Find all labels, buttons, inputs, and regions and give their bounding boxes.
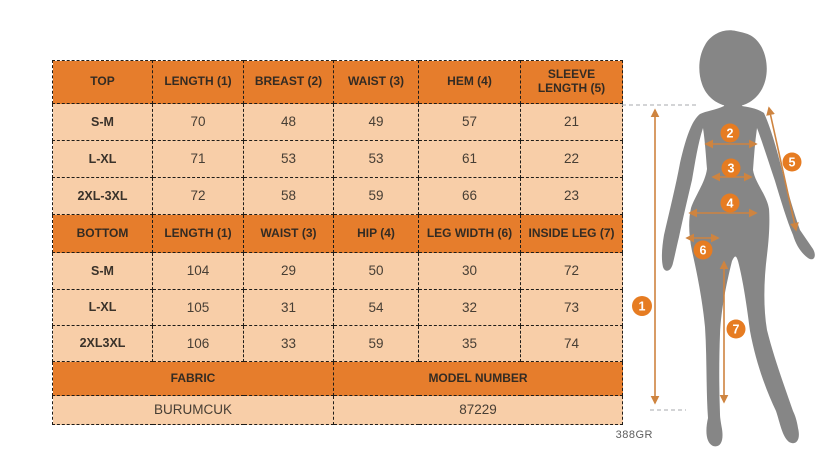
measure-marker-5: 5 [782, 152, 802, 172]
table-row: L-XL 71 53 53 61 22 [52, 140, 623, 178]
marker-label-6: 6 [700, 244, 707, 258]
value-cell: 70 [152, 103, 244, 141]
col-header-waist: WAIST (3) [333, 60, 419, 104]
table-row: 2XL-3XL 72 58 59 66 23 [52, 177, 623, 215]
fabric-value: BURUMCUK [52, 395, 334, 425]
value-cell: 35 [418, 325, 521, 362]
col-header-length: LENGTH (1) [152, 60, 244, 104]
measure-marker-3: 3 [721, 158, 741, 178]
value-cell: 74 [520, 325, 623, 362]
value-cell: 54 [333, 289, 419, 326]
female-silhouette [661, 30, 815, 447]
size-cell: S-M [52, 252, 153, 290]
table-row: 2XL3XL 106 33 59 35 74 [52, 325, 623, 362]
value-cell: 49 [333, 103, 419, 141]
silhouette-body [661, 95, 815, 447]
footer-header-row: FABRIC MODEL NUMBER [52, 361, 623, 396]
table-row: S-M 104 29 50 30 72 [52, 252, 623, 290]
marker-label-4: 4 [727, 197, 734, 211]
measure-marker-6: 6 [693, 240, 713, 260]
top-section-title: TOP [52, 60, 153, 104]
value-cell: 53 [333, 140, 419, 178]
value-cell: 58 [243, 177, 334, 215]
size-table: TOP LENGTH (1) BREAST (2) WAIST (3) HEM … [52, 60, 623, 425]
value-cell: 105 [152, 289, 244, 326]
value-cell: 73 [520, 289, 623, 326]
col-header-waist: WAIST (3) [243, 214, 334, 253]
value-cell: 106 [152, 325, 244, 362]
value-cell: 59 [333, 177, 419, 215]
value-cell: 29 [243, 252, 334, 290]
size-cell: 2XL3XL [52, 325, 153, 362]
value-cell: 22 [520, 140, 623, 178]
value-cell: 71 [152, 140, 244, 178]
marker-label-1: 1 [639, 300, 646, 314]
table-row: S-M 70 48 49 57 21 [52, 103, 623, 141]
top-header-row: TOP LENGTH (1) BREAST (2) WAIST (3) HEM … [52, 60, 623, 104]
marker-label-5: 5 [789, 156, 796, 170]
value-cell: 31 [243, 289, 334, 326]
value-cell: 57 [418, 103, 521, 141]
bottom-header-row: BOTTOM LENGTH (1) WAIST (3) HIP (4) LEG … [52, 214, 623, 253]
size-cell: 2XL-3XL [52, 177, 153, 215]
value-cell: 32 [418, 289, 521, 326]
value-cell: 33 [243, 325, 334, 362]
value-cell: 48 [243, 103, 334, 141]
marker-label-7: 7 [733, 323, 740, 337]
value-cell: 72 [152, 177, 244, 215]
measure-marker-7: 7 [726, 319, 746, 339]
body-measurement-diagram: 1 2 3 4 5 6 7 [622, 30, 815, 447]
value-cell: 104 [152, 252, 244, 290]
measure-marker-1: 1 [632, 296, 652, 316]
value-cell: 21 [520, 103, 623, 141]
measure-marker-4: 4 [720, 193, 740, 213]
model-number-value: 87229 [333, 395, 623, 425]
footer-value-row: BURUMCUK 87229 [52, 395, 623, 425]
value-cell: 30 [418, 252, 521, 290]
size-cell: L-XL [52, 289, 153, 326]
col-header-sleeve-length: SLEEVE LENGTH (5) [520, 60, 623, 104]
bottom-section-title: BOTTOM [52, 214, 153, 253]
table-row: L-XL 105 31 54 32 73 [52, 289, 623, 326]
col-header-breast: BREAST (2) [243, 60, 334, 104]
value-cell: 23 [520, 177, 623, 215]
marker-label-2: 2 [727, 127, 734, 141]
col-header-hip: HIP (4) [333, 214, 419, 253]
value-cell: 72 [520, 252, 623, 290]
value-cell: 53 [243, 140, 334, 178]
fabric-header: FABRIC [52, 361, 334, 396]
silhouette-head [699, 30, 767, 107]
marker-label-3: 3 [728, 162, 735, 176]
col-header-hem: HEM (4) [418, 60, 521, 104]
col-header-inside-leg: INSIDE LEG (7) [520, 214, 623, 253]
weight-note: 388GR [615, 429, 653, 441]
value-cell: 59 [333, 325, 419, 362]
value-cell: 50 [333, 252, 419, 290]
value-cell: 61 [418, 140, 521, 178]
size-cell: L-XL [52, 140, 153, 178]
size-cell: S-M [52, 103, 153, 141]
arrow-sleeve-5 [766, 106, 799, 232]
model-number-header: MODEL NUMBER [333, 361, 623, 396]
value-cell: 66 [418, 177, 521, 215]
measure-marker-2: 2 [720, 123, 740, 143]
col-header-leg-width: LEG WIDTH (6) [418, 214, 521, 253]
col-header-length: LENGTH (1) [152, 214, 244, 253]
